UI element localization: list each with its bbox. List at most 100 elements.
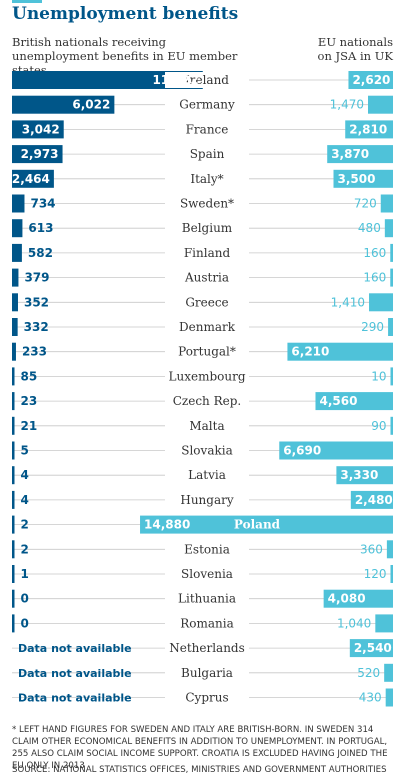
left-bar [12,565,15,583]
right-bar [315,392,393,411]
category-label-background [165,640,249,657]
left-value-label: 4 [21,468,29,482]
right-value-label: 720 [354,197,377,211]
left-bar [12,342,16,361]
category-label: Luxembourg [169,369,246,383]
left-bar [12,219,23,238]
category-label: Belgium [182,221,233,235]
left-value-label: 233 [22,345,47,359]
category-label-background [165,368,249,385]
left-bar [12,194,25,213]
right-bar [336,466,393,485]
right-bar [390,243,393,262]
right-value-label: 4,080 [328,592,366,606]
right-bar [349,639,393,658]
category-label: Ireland [185,73,229,87]
left-bar [12,392,15,411]
category-label: Finland [184,246,231,260]
category-label-background [165,689,249,706]
left-bar [12,318,18,336]
left-value-label: 582 [28,246,53,260]
right-bar [388,318,393,336]
category-label: Poland [234,518,281,532]
left-value-label: 332 [24,320,49,334]
right-value-label: 160 [363,246,386,260]
category-label-background [165,121,249,138]
left-bar [12,145,63,164]
left-value-label: 4 [21,493,29,507]
category-label-background [165,343,249,360]
right-bar [279,441,393,460]
right-value-label: 430 [359,691,382,705]
category-label: Portugal* [178,345,236,359]
category-label-background [165,491,249,508]
right-value-label: 160 [363,271,386,285]
category-label: Greece [185,295,228,309]
right-bar [333,169,393,188]
right-value-label: 1,470 [330,98,364,112]
category-label: Hungary [180,493,233,507]
right-value-label: 120 [364,567,387,581]
category-label: Malta [189,419,224,433]
left-value-label: 2 [21,542,29,556]
right-bar [350,490,393,509]
left-bar [12,490,15,509]
right-value-label: 2,620 [352,73,390,87]
right-value-label: 290 [361,320,384,334]
left-value-label: Data not available [18,642,132,655]
left-bar [12,169,54,188]
category-label: Czech Rep. [173,394,242,408]
right-bar [390,268,393,287]
left-bar [12,367,15,386]
left-value-label: 85 [21,369,38,383]
category-label-background [165,96,249,113]
header-accent-strip [12,0,42,3]
left-value-label: 0 [21,616,29,630]
right-bar [375,614,393,633]
category-label: Slovenia [181,567,233,581]
category-label: Austria [184,271,229,285]
left-bar [12,589,15,608]
category-label-background [165,417,249,434]
left-value-label: 11,222 [152,73,198,87]
category-label: Spain [190,147,225,161]
category-label: Slovakia [181,444,232,458]
left-bar [12,515,15,534]
category-label-background [165,541,249,558]
right-value-label: 1,410 [331,295,365,309]
right-value-label: 2,480 [355,493,393,507]
left-value-label: 2,973 [21,147,59,161]
category-label: Latvia [188,468,226,482]
category-label-background [165,220,249,237]
category-label-background [165,195,249,212]
chart-title: Unemployment benefits [12,4,239,24]
left-value-label: 6,022 [72,98,110,112]
left-bar [12,71,203,89]
category-label-background [165,566,249,582]
right-value-label: 2,540 [354,641,392,655]
category-label: Lithuania [178,592,236,606]
right-bar [369,293,393,312]
right-value-label: 520 [357,666,380,680]
right-bar [323,589,393,608]
left-value-label: 21 [21,419,38,433]
left-value-label: 0 [21,592,29,606]
right-value-label: 3,870 [331,147,369,161]
left-bar [12,293,18,312]
left-bar [12,416,15,435]
category-label-background [165,72,249,88]
category-label-background [165,467,249,484]
right-value-label: 1,040 [337,616,371,630]
right-value-label: 6,210 [291,345,329,359]
right-bar [327,145,393,164]
right-series-caption: EU nationals on JSA in UK [317,35,393,63]
right-bar [390,416,393,435]
category-label: France [186,122,229,136]
left-value-label: 352 [24,295,49,309]
left-value-label: 3,042 [22,122,60,136]
right-bar [287,342,393,361]
left-value-label: 734 [30,197,55,211]
right-bar [386,540,393,559]
left-value-label: 613 [28,221,53,235]
right-value-label: 480 [358,221,381,235]
